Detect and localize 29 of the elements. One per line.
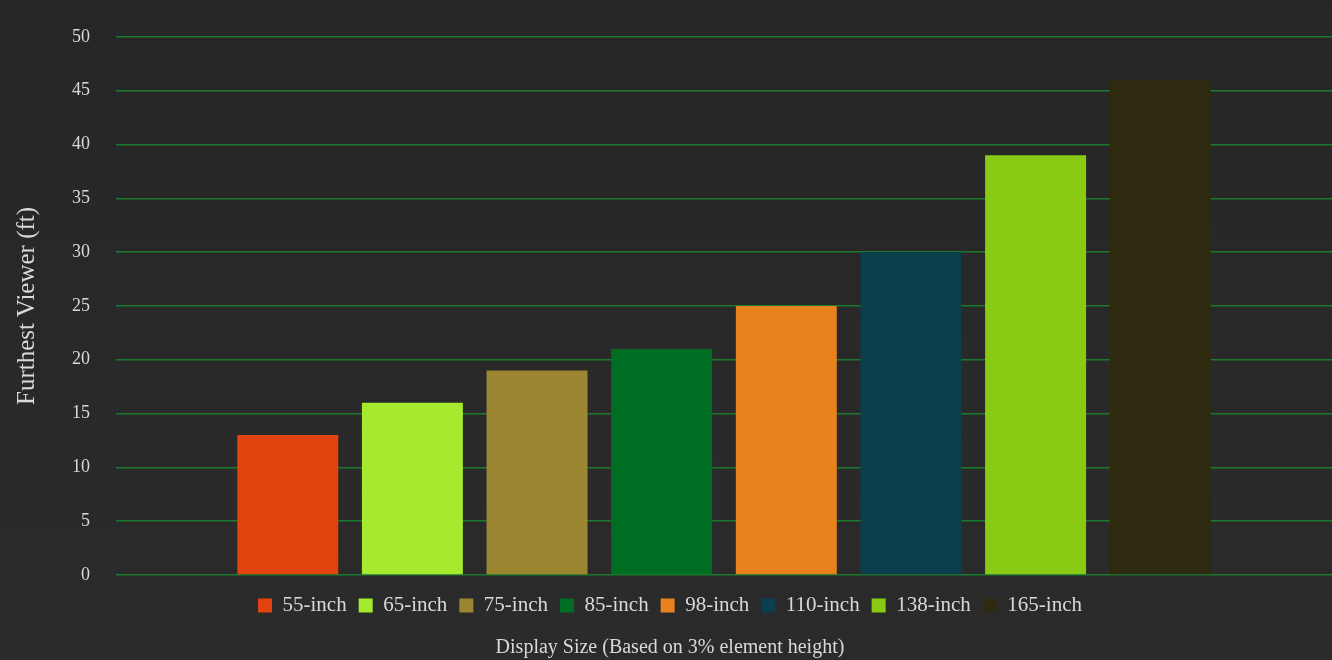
- bar: [361, 402, 463, 575]
- y-tick-label: 25: [72, 294, 90, 315]
- legend-label: 85-inch: [584, 592, 650, 617]
- legend-label: 110-inch: [785, 592, 861, 617]
- y-tick-label: 10: [72, 456, 90, 477]
- legend-label: 55-inch: [282, 592, 348, 617]
- bar: [1109, 79, 1211, 575]
- legend-label: 98-inch: [685, 592, 750, 617]
- bar: [486, 370, 588, 575]
- bar: [237, 435, 339, 575]
- bar: [985, 155, 1087, 575]
- x-axis-title: Display Size (Based on 3% element height): [495, 635, 845, 659]
- y-tick-label: 0: [81, 563, 90, 584]
- y-tick-label: 45: [72, 79, 90, 100]
- legend-label: 165-inch: [1007, 592, 1083, 617]
- legend-label: 65-inch: [383, 592, 448, 617]
- bar: [735, 305, 837, 575]
- legend-label: 75-inch: [483, 592, 549, 617]
- bar: [611, 348, 713, 575]
- bar: [860, 252, 962, 575]
- y-tick-label: 20: [72, 348, 90, 369]
- y-axis-title: Furthest Viewer (ft): [11, 206, 40, 405]
- y-tick-label: 5: [81, 509, 90, 530]
- y-tick-label: 15: [72, 402, 90, 423]
- y-tick-label: 50: [72, 25, 90, 46]
- y-tick-label: 40: [72, 133, 90, 154]
- y-tick-label: 35: [72, 186, 90, 207]
- legend-label: 138-inch: [896, 592, 972, 617]
- y-tick-label: 30: [72, 240, 90, 261]
